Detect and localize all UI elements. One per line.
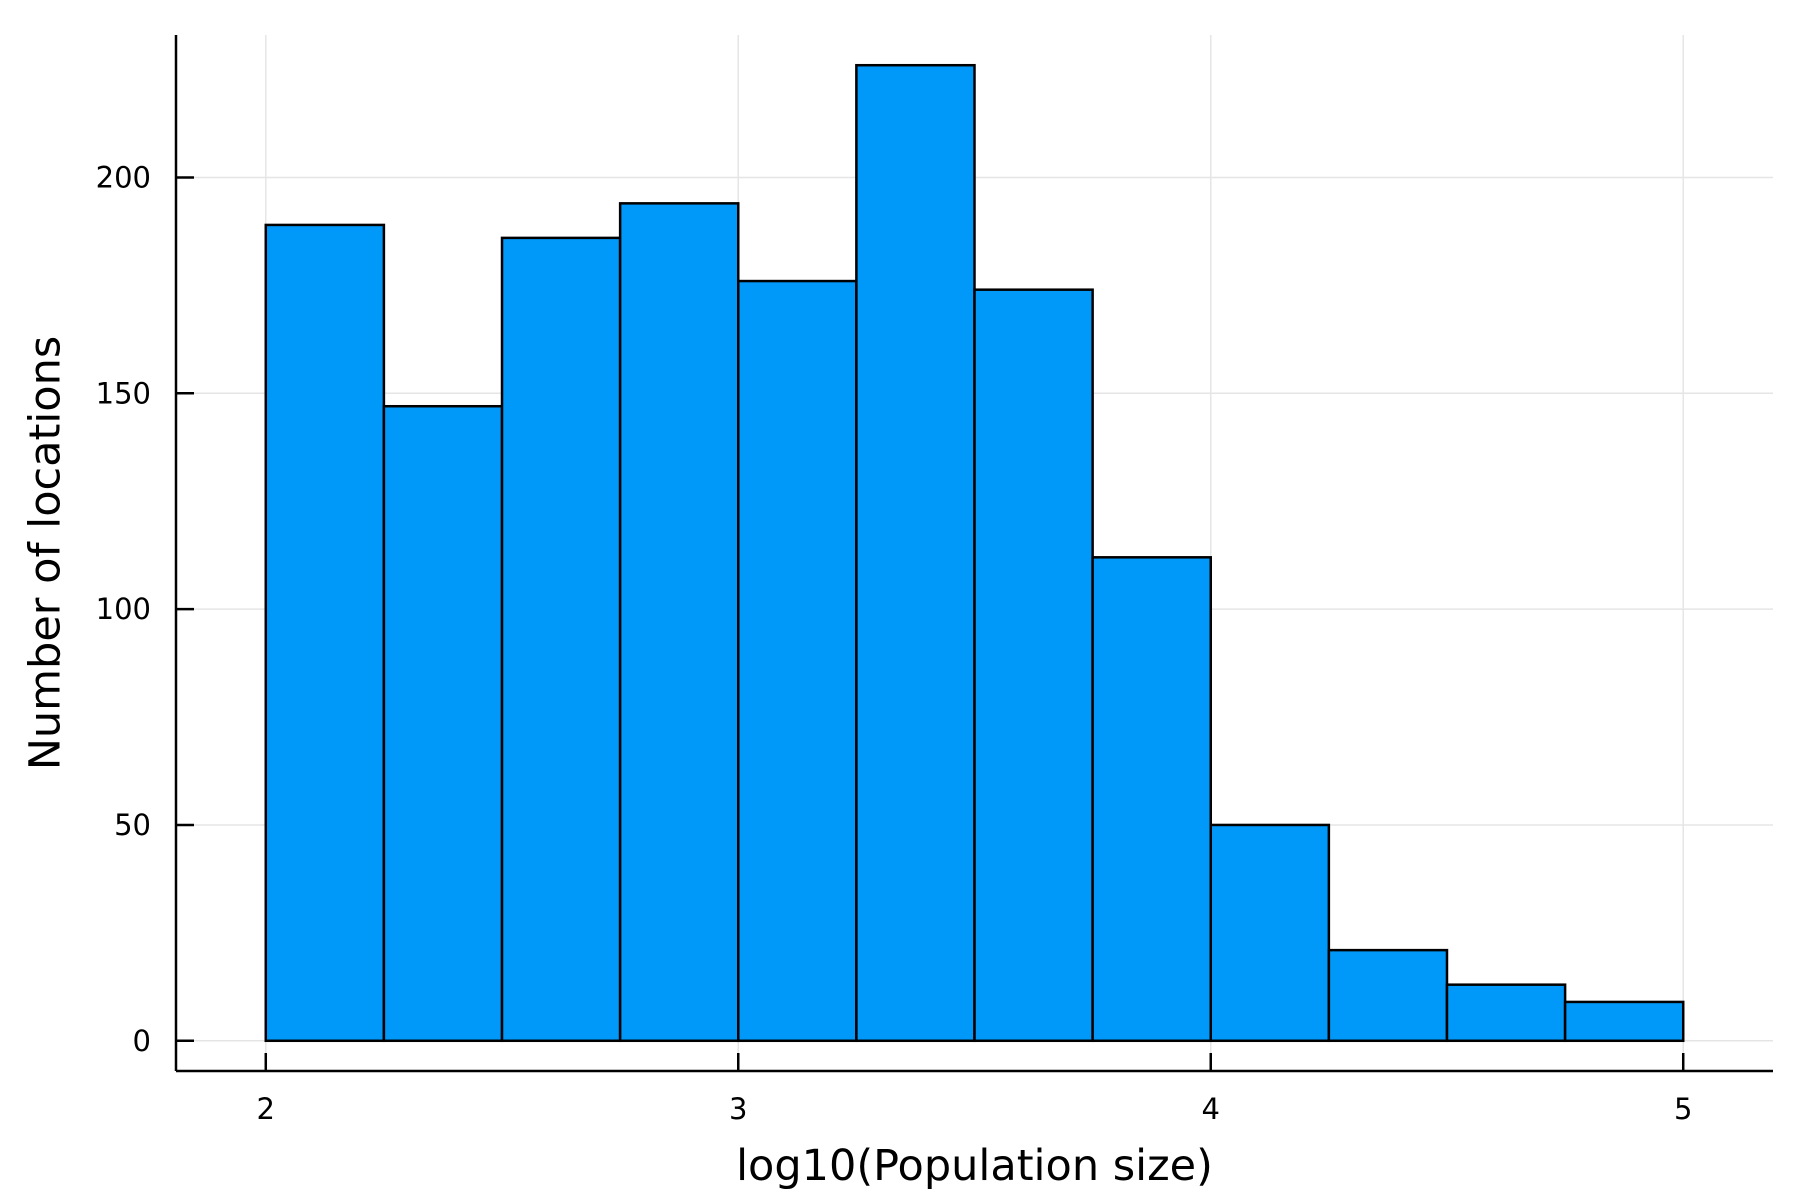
x-tick-label: 4 <box>1202 1092 1220 1126</box>
histogram-bar <box>1563 1000 1685 1043</box>
x-tick-label: 2 <box>257 1092 275 1126</box>
x-tick-label: 5 <box>1674 1092 1692 1126</box>
y-tick-label: 200 <box>96 160 151 194</box>
histogram-bar <box>1327 948 1449 1043</box>
bars <box>264 63 1685 1043</box>
y-axis-ticks: 0 50 100 150 200 <box>96 160 194 1058</box>
histogram-bar <box>1209 823 1331 1043</box>
y-tick-label: 100 <box>96 592 151 626</box>
histogram-bar <box>973 288 1094 1043</box>
histogram-bar <box>1445 983 1567 1043</box>
y-tick-label: 0 <box>133 1024 151 1058</box>
histogram-bar <box>500 236 622 1043</box>
x-axis-label: log10(Population size) <box>736 1141 1213 1191</box>
histogram-bar <box>737 279 858 1043</box>
axes <box>174 35 1773 1073</box>
histogram-bar <box>855 63 976 1043</box>
x-tick-label: 3 <box>729 1092 747 1126</box>
histogram-bar <box>264 223 386 1043</box>
y-axis-label: Number of locations <box>21 336 71 771</box>
histogram-bar <box>618 202 740 1043</box>
histogram-bar <box>1091 556 1212 1043</box>
x-axis-ticks: 2 3 4 5 <box>257 1053 1692 1126</box>
histogram-bar <box>382 404 504 1043</box>
y-tick-label: 150 <box>96 376 151 410</box>
y-tick-label: 50 <box>114 808 151 842</box>
